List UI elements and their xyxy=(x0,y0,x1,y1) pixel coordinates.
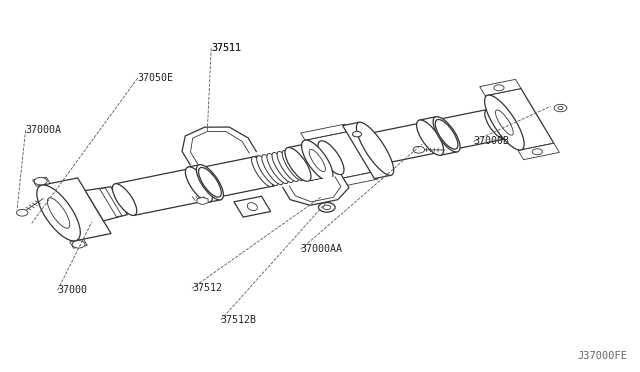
Polygon shape xyxy=(480,79,521,96)
Ellipse shape xyxy=(252,157,273,187)
Polygon shape xyxy=(115,169,209,215)
Polygon shape xyxy=(191,131,250,164)
Ellipse shape xyxy=(113,184,137,215)
Polygon shape xyxy=(182,127,257,166)
Ellipse shape xyxy=(253,156,276,186)
Ellipse shape xyxy=(247,203,257,211)
Circle shape xyxy=(17,209,28,216)
Ellipse shape xyxy=(433,117,460,152)
Text: 37511: 37511 xyxy=(211,44,241,53)
Circle shape xyxy=(494,85,504,91)
Polygon shape xyxy=(289,176,341,202)
Polygon shape xyxy=(234,196,271,217)
Text: 37000B: 37000B xyxy=(474,137,509,146)
Ellipse shape xyxy=(356,122,394,175)
Ellipse shape xyxy=(186,167,212,202)
Ellipse shape xyxy=(47,198,70,228)
Polygon shape xyxy=(366,123,439,164)
Polygon shape xyxy=(201,156,274,197)
Circle shape xyxy=(413,147,424,153)
Ellipse shape xyxy=(484,95,524,150)
Polygon shape xyxy=(197,197,208,205)
Circle shape xyxy=(353,132,362,137)
Ellipse shape xyxy=(257,155,278,186)
Circle shape xyxy=(558,106,563,109)
Circle shape xyxy=(554,104,567,112)
Ellipse shape xyxy=(417,120,444,155)
Polygon shape xyxy=(39,178,111,241)
Ellipse shape xyxy=(262,155,283,185)
Ellipse shape xyxy=(484,109,508,139)
Text: 37511: 37511 xyxy=(211,44,241,53)
Polygon shape xyxy=(100,188,122,217)
Ellipse shape xyxy=(272,153,293,183)
Text: 37000A: 37000A xyxy=(26,125,61,135)
Polygon shape xyxy=(288,141,341,181)
Ellipse shape xyxy=(37,185,80,241)
Polygon shape xyxy=(420,117,457,155)
Ellipse shape xyxy=(495,110,513,135)
Polygon shape xyxy=(342,122,391,179)
Ellipse shape xyxy=(198,167,221,197)
Polygon shape xyxy=(330,172,378,188)
Circle shape xyxy=(319,202,335,212)
Ellipse shape xyxy=(301,140,333,181)
Ellipse shape xyxy=(287,150,308,179)
Ellipse shape xyxy=(285,147,311,182)
Polygon shape xyxy=(188,165,220,202)
Ellipse shape xyxy=(267,154,288,183)
Polygon shape xyxy=(301,124,349,140)
Text: 37000AA: 37000AA xyxy=(301,244,343,254)
Text: 37050E: 37050E xyxy=(138,73,173,83)
Text: 37512B: 37512B xyxy=(221,315,257,325)
Polygon shape xyxy=(70,239,87,248)
Text: 37000: 37000 xyxy=(58,285,88,295)
Ellipse shape xyxy=(282,151,303,180)
Polygon shape xyxy=(488,89,554,150)
Polygon shape xyxy=(85,187,127,221)
Text: J37000FE: J37000FE xyxy=(577,351,627,361)
Circle shape xyxy=(72,241,85,248)
Ellipse shape xyxy=(277,151,298,182)
Polygon shape xyxy=(33,177,50,186)
Ellipse shape xyxy=(196,165,223,200)
Polygon shape xyxy=(438,109,505,149)
Circle shape xyxy=(353,132,362,137)
Ellipse shape xyxy=(435,119,458,149)
Polygon shape xyxy=(518,143,559,160)
Circle shape xyxy=(35,177,47,185)
Ellipse shape xyxy=(364,134,387,164)
Ellipse shape xyxy=(187,169,211,201)
Circle shape xyxy=(532,149,543,155)
Text: 37512: 37512 xyxy=(192,283,222,293)
Polygon shape xyxy=(282,175,349,205)
Polygon shape xyxy=(305,131,374,181)
Ellipse shape xyxy=(309,149,325,172)
Circle shape xyxy=(323,205,331,209)
Ellipse shape xyxy=(419,123,442,153)
Ellipse shape xyxy=(318,141,344,175)
